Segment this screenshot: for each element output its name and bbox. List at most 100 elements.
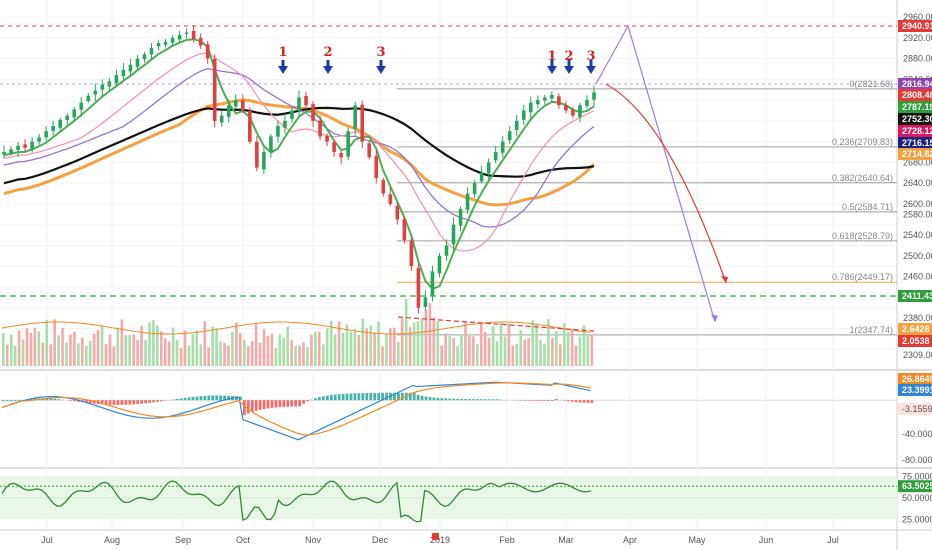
projection-curve [605, 83, 727, 284]
volume-bar [112, 346, 116, 366]
macd-histogram-bar [199, 396, 203, 401]
candle-body [507, 131, 512, 141]
volume-bar [551, 337, 554, 366]
macd-histogram-bar [258, 400, 262, 410]
volume-bar [562, 323, 566, 366]
ema-fast-line [3, 38, 595, 290]
macd-histogram-bar [88, 400, 92, 404]
candle-body [142, 54, 147, 60]
candle-body [100, 84, 105, 90]
volume-bar [286, 326, 289, 366]
candlesticks [2, 25, 596, 314]
candle-body [550, 94, 554, 99]
volume-bar [404, 299, 408, 366]
volume-bar [377, 321, 380, 366]
price-axis[interactable]: 2960.002920.002880.002840.002800.002760.… [898, 12, 932, 524]
down-arrow-icon [586, 60, 596, 74]
volume-bar [148, 322, 151, 366]
volume-bar [294, 345, 297, 366]
macd-histogram-bar [424, 396, 428, 401]
macd-histogram-bar [144, 400, 147, 404]
volume-bar [444, 333, 447, 366]
volume-ma-line [1, 321, 591, 335]
price-tag [898, 20, 932, 32]
candle-body [93, 90, 98, 95]
ma-pink-line [3, 52, 595, 252]
rsi-tick-label: 75.0000 [902, 471, 932, 481]
macd-histogram-bar [104, 400, 108, 405]
volume-bar [246, 346, 250, 366]
volume-bar [223, 342, 226, 366]
volume-bar [211, 326, 214, 366]
candle-body [241, 100, 245, 111]
macd-histogram-bar [428, 397, 432, 401]
candle-body [212, 58, 217, 121]
macd-histogram-bar [527, 400, 531, 401]
candle-body [248, 110, 252, 142]
macd-histogram-bar [578, 400, 582, 403]
volume-bar [582, 325, 586, 366]
volume-bar [77, 343, 80, 366]
volume-bar [412, 322, 416, 366]
candle-body [163, 41, 168, 45]
volume-bar [84, 345, 88, 366]
volume-bar [456, 346, 459, 366]
volume-bar [53, 319, 56, 366]
volume-bar [566, 332, 570, 366]
macd-histogram-bar [112, 400, 116, 405]
volume-bar [100, 325, 104, 366]
price-tick-label: 2540.00 [903, 230, 932, 240]
volume-bar [195, 330, 199, 366]
volume-bar [341, 333, 345, 366]
macd-histogram-bar [369, 392, 373, 401]
time-axis[interactable]: Jul Aug Sep Oct Nov Dec 2019 Feb Mar Apr May Jun Jul [41, 533, 839, 545]
candle-body [9, 149, 13, 154]
macd-histogram-bar [468, 399, 471, 401]
volume-bar [128, 334, 131, 366]
volume-bar [385, 333, 388, 366]
macd-histogram-bar [266, 400, 270, 409]
macd-histogram-bar [2, 400, 5, 402]
price-tag [898, 113, 932, 125]
volume-bar [5, 344, 9, 366]
price-tick-label: 2309.00 [903, 350, 932, 360]
volume-bar [487, 337, 491, 366]
volume-bar [436, 321, 440, 366]
macd-histogram-bar [179, 398, 183, 401]
price-tag [898, 137, 932, 149]
macd-histogram-bar [195, 396, 199, 401]
candle-body [578, 105, 582, 118]
price-tick-label: 2500.00 [903, 251, 932, 261]
rsi-tick-label: 50.0000 [902, 493, 932, 503]
volume-bar [219, 341, 222, 366]
volume-bars [1, 299, 595, 366]
price-tick-label: 2640.00 [903, 178, 932, 188]
macd-histogram-bar [274, 400, 278, 408]
price-tag-label: 2940.91 [902, 21, 932, 31]
candle-body [528, 102, 533, 113]
candle-body [479, 172, 484, 182]
price-tag-label: 2.6428 [902, 324, 930, 334]
macd-histogram-bar [472, 399, 475, 401]
macd-histogram-bar [77, 400, 80, 402]
volume-bar [507, 323, 511, 366]
time-tick-label: Jul [827, 535, 839, 545]
price-tick-label: 2920.00 [903, 33, 932, 43]
volume-bar [302, 342, 305, 366]
macd-histogram-bar [333, 394, 337, 401]
volume-bar [472, 336, 475, 366]
volume-bar [393, 327, 396, 366]
volume-bar [231, 331, 234, 366]
projection-path [595, 24, 716, 323]
macd-histogram-bar [227, 395, 230, 401]
macd-histogram-bar [73, 400, 76, 402]
volume-bar [69, 334, 72, 366]
macd-histogram-bar [590, 400, 594, 404]
volume-bar [424, 310, 428, 366]
time-tick-label: Jul [41, 535, 53, 545]
macd-histogram-bar [140, 400, 144, 404]
volume-bar [570, 329, 574, 366]
volume-bar [81, 337, 84, 366]
volume-bar [274, 347, 278, 366]
volume-bar [369, 325, 372, 366]
